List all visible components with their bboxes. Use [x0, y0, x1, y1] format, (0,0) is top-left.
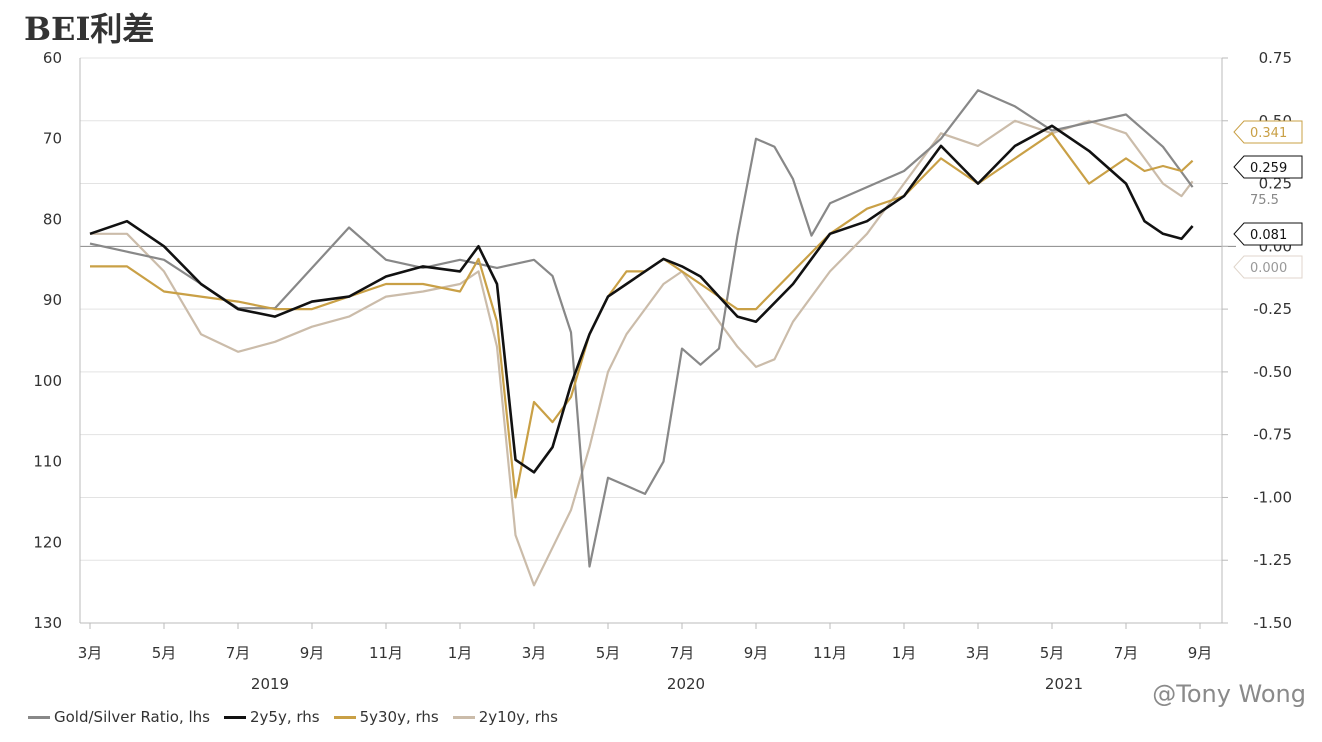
grid-lines [80, 57, 1222, 624]
right-tick-label: -1.00 [1253, 488, 1292, 506]
x-tick-label: 9月 [300, 644, 325, 662]
legend-swatch [28, 715, 50, 719]
left-tick-label: 100 [33, 372, 62, 390]
x-tick-label: 3月 [522, 644, 547, 662]
x-tick-label: 5月 [152, 644, 177, 662]
end-label-box [1233, 120, 1303, 144]
end-label-text: 0.000 [1250, 261, 1287, 276]
end-label-text: 0.081 [1250, 228, 1287, 243]
x-tick-label: 1月 [892, 644, 917, 662]
x-tick-label: 9月 [1188, 644, 1213, 662]
right-tick-label: -1.25 [1253, 551, 1292, 569]
x-tick-label: 3月 [78, 644, 103, 662]
x-tick-label: 11月 [369, 644, 403, 662]
legend: Gold/Silver Ratio, lhs 2y5y, rhs 5y30y, … [28, 708, 558, 726]
legend-label: Gold/Silver Ratio, lhs [54, 708, 210, 726]
right-tick-label: -0.50 [1253, 363, 1292, 381]
series-line-0 [89, 89, 1194, 568]
end-labels: 0.341 0.259 75.5 0.081 0.000 [1233, 120, 1303, 279]
chart-title: BEI利差 [24, 10, 155, 48]
legend-item-gold-silver: Gold/Silver Ratio, lhs [28, 708, 210, 726]
legend-swatch [452, 715, 475, 719]
series-lines [89, 89, 1194, 587]
left-tick-label: 130 [33, 614, 62, 632]
legend-item-2y10y: 2y10y, rhs [452, 708, 558, 726]
legend-label: 5y30y, rhs [359, 708, 439, 726]
legend-item-5y30y: 5y30y, rhs [333, 708, 439, 726]
year-label: 2019 [251, 675, 289, 693]
legend-label: 2y10y, rhs [478, 708, 558, 726]
x-tick-label: 3月 [966, 644, 991, 662]
year-label: 2020 [667, 675, 705, 693]
x-tick-label: 7月 [670, 644, 695, 662]
x-tick-label: 1月 [448, 644, 473, 662]
left-tick-label: 110 [33, 453, 62, 471]
legend-label: 2y5y, rhs [249, 708, 320, 726]
axes: 607080901001101201300.750.500.250.00-0.2… [33, 49, 1292, 693]
x-tick-label: 7月 [1114, 644, 1139, 662]
left-tick-label: 90 [43, 291, 62, 309]
x-tick-label: 5月 [596, 644, 621, 662]
right-tick-label: 0.25 [1259, 175, 1292, 193]
end-label-box [1233, 222, 1303, 246]
right-tick-label: -0.25 [1253, 300, 1292, 318]
legend-item-2y5y: 2y5y, rhs [223, 708, 320, 726]
year-label: 2021 [1045, 675, 1083, 693]
legend-swatch [333, 715, 356, 719]
right-tick-label: 0.75 [1259, 49, 1292, 67]
left-tick-label: 70 [43, 130, 62, 148]
left-tick-label: 60 [43, 49, 62, 67]
end-label-text: 0.341 [1250, 126, 1287, 141]
series-line-1 [89, 124, 1194, 474]
x-tick-label: 9月 [744, 644, 769, 662]
end-label-text: 75.5 [1250, 193, 1279, 208]
series-line-3 [90, 119, 1194, 587]
left-tick-label: 80 [43, 210, 62, 228]
right-tick-label: -1.50 [1253, 614, 1292, 632]
right-tick-label: -0.75 [1253, 426, 1292, 444]
x-tick-label: 5月 [1040, 644, 1065, 662]
left-tick-label: 120 [33, 533, 62, 551]
legend-swatch [223, 715, 246, 719]
watermark: @Tony Wong [1152, 680, 1306, 708]
x-tick-label: 11月 [813, 644, 847, 662]
end-label-box [1233, 155, 1303, 179]
end-label-box [1233, 255, 1303, 279]
end-label-text: 0.259 [1250, 161, 1287, 176]
x-tick-label: 7月 [226, 644, 251, 662]
